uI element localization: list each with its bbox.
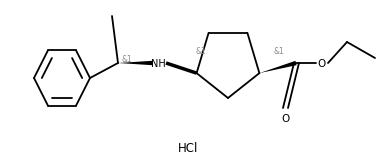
Text: HCl: HCl: [178, 141, 198, 154]
Text: O: O: [318, 59, 326, 69]
Text: O: O: [282, 114, 290, 124]
Polygon shape: [166, 61, 197, 75]
Polygon shape: [259, 61, 296, 73]
Text: &1: &1: [122, 55, 133, 64]
Text: &1: &1: [274, 47, 285, 56]
Text: &1: &1: [196, 47, 207, 56]
Text: NH: NH: [151, 59, 166, 69]
Polygon shape: [118, 61, 153, 65]
